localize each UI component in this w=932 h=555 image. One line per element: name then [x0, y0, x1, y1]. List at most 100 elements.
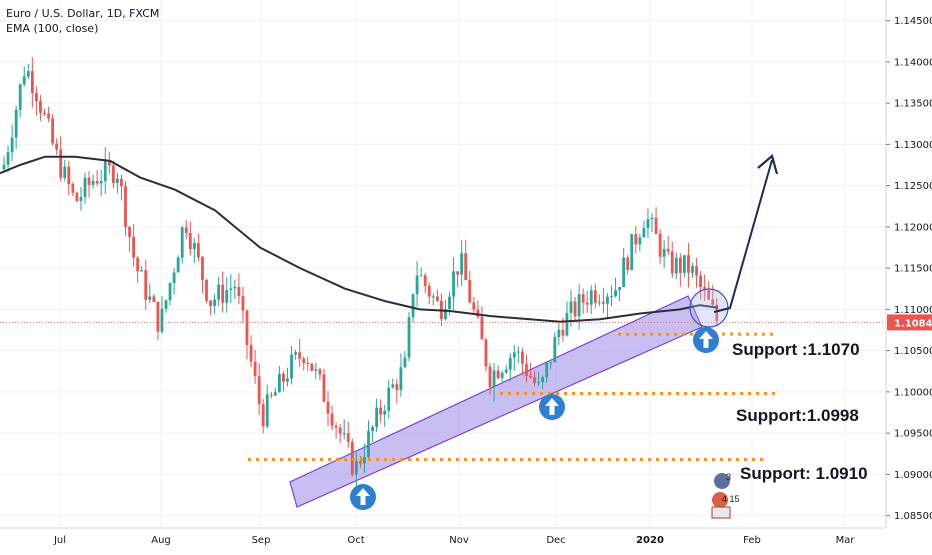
- candle-body-65: [265, 394, 269, 427]
- candle-body-52: [213, 299, 216, 306]
- candle-body-123: [500, 372, 504, 379]
- support-label-2: Support: 1.0910: [740, 464, 868, 483]
- candle-body-45: [184, 227, 188, 234]
- candle-body-17: [71, 184, 75, 193]
- candle-body-25: [103, 161, 107, 182]
- candle-body-167: [678, 257, 682, 273]
- candle-body-14: [59, 149, 63, 178]
- candle-body-88: [359, 461, 362, 464]
- candle-body-162: [658, 233, 662, 257]
- candle-body-66: [269, 394, 273, 396]
- candle-body-26: [107, 161, 111, 166]
- candle-body-160: [650, 217, 654, 220]
- candle-body-11: [47, 113, 50, 119]
- candle-body-89: [363, 457, 366, 464]
- candle-body-131: [533, 377, 536, 383]
- candle-body-103: [419, 275, 423, 277]
- candle-body-27: [111, 165, 115, 184]
- candle-body-56: [229, 288, 233, 291]
- candle-body-70: [286, 378, 289, 382]
- x-tick-label-5: Dec: [546, 535, 565, 546]
- candle-body-90: [367, 431, 370, 458]
- candle-body-44: [180, 227, 184, 258]
- candle-body-22: [91, 181, 95, 185]
- event-flag-icon: [711, 506, 731, 519]
- last-price-badge: [887, 314, 932, 331]
- candle-body-161: [654, 217, 658, 234]
- candle-body-7: [30, 71, 34, 94]
- candle-body-49: [201, 257, 204, 280]
- x-tick-label-7: Feb: [743, 535, 761, 546]
- x-tick-label-8: Mar: [836, 535, 856, 546]
- candle-body-102: [415, 275, 419, 295]
- candle-body-101: [411, 294, 415, 318]
- candle-body-10: [43, 112, 46, 114]
- candle-body-168: [683, 255, 686, 273]
- candle-body-18: [75, 192, 79, 202]
- event-label-1: 4 15: [722, 494, 740, 504]
- candle-body-105: [427, 285, 431, 297]
- candle-body-115: [468, 279, 472, 303]
- candle-body-169: [687, 255, 690, 273]
- candle-body-13: [55, 143, 59, 150]
- candle-body-3: [14, 109, 18, 138]
- y-tick-label-8: 1.10500: [894, 346, 932, 357]
- candle-body-130: [529, 375, 532, 378]
- support-label-0: Support :1.1070: [732, 340, 860, 359]
- candle-body-51: [209, 300, 212, 306]
- candle-body-36: [148, 296, 152, 300]
- candle-body-76: [310, 363, 314, 371]
- candle-body-144: [585, 302, 589, 305]
- candle-body-145: [589, 290, 593, 305]
- candle-body-78: [318, 369, 322, 375]
- x-tick-label-6: 2020: [636, 535, 664, 546]
- candle-body-15: [63, 166, 67, 178]
- candle-body-100: [407, 317, 411, 358]
- up-arrow-icon-0: [356, 488, 370, 505]
- candle-body-62: [253, 361, 257, 377]
- candle-body-125: [508, 357, 512, 370]
- candle-body-176: [715, 304, 719, 322]
- candle-body-59: [241, 296, 245, 311]
- candle-body-81: [330, 413, 334, 426]
- candle-body-24: [99, 181, 103, 184]
- candle-body-117: [476, 309, 480, 317]
- candle-body-114: [464, 253, 468, 280]
- candle-body-33: [136, 257, 140, 272]
- candle-body-139: [565, 312, 569, 336]
- candle-body-159: [646, 219, 650, 228]
- candle-body-28: [116, 178, 119, 184]
- candle-body-5: [22, 76, 26, 85]
- up-arrow-icon-1: [545, 398, 559, 415]
- candle-body-39: [160, 308, 164, 332]
- event-icon-0: [714, 473, 730, 489]
- candle-body-37: [152, 296, 156, 302]
- y-tick-label-10: 1.09500: [894, 429, 932, 440]
- candle-body-54: [221, 284, 225, 303]
- candle-body-75: [306, 363, 310, 365]
- y-tick-label-4: 1.12500: [894, 181, 932, 192]
- candle-body-135: [549, 362, 553, 364]
- candle-body-109: [444, 308, 447, 320]
- candle-body-121: [492, 370, 496, 388]
- candle-body-98: [399, 367, 403, 391]
- highlight-circle: [689, 288, 729, 328]
- candle-body-80: [326, 401, 330, 414]
- candle-body-141: [573, 301, 577, 317]
- y-tick-label-9: 1.10000: [894, 387, 932, 398]
- grid: [0, 0, 885, 528]
- candle-body-87: [354, 461, 358, 475]
- candle-body-47: [192, 243, 196, 250]
- candle-body-146: [593, 290, 597, 303]
- candle-body-35: [144, 270, 148, 300]
- candle-body-134: [545, 362, 549, 378]
- candle-body-58: [237, 286, 241, 297]
- x-tick-label-0: Jul: [53, 535, 66, 546]
- candle-body-138: [561, 329, 565, 336]
- candle-body-72: [294, 352, 297, 355]
- y-tick-label-6: 1.11500: [894, 264, 932, 275]
- candle-body-19: [79, 197, 83, 202]
- candle-body-148: [602, 302, 605, 304]
- candle-body-6: [26, 71, 30, 77]
